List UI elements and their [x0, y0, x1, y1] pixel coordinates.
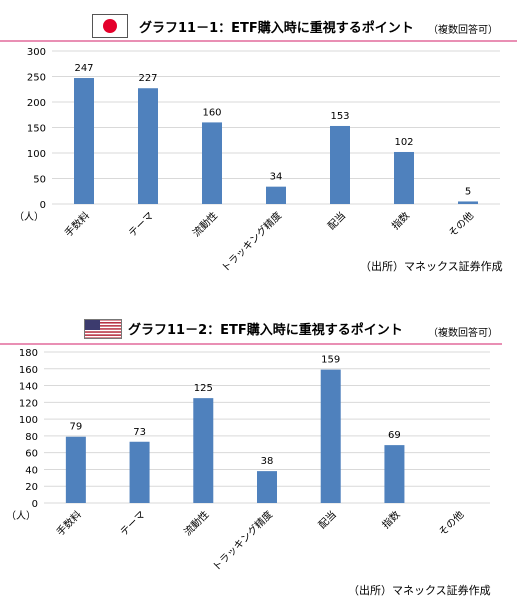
y-tick-label: 180	[19, 348, 38, 359]
source-note: （出所）マネックス証券作成	[360, 260, 503, 273]
y-tick-label: 100	[27, 149, 46, 160]
source-note: （出所）マネックス証券作成	[348, 584, 491, 597]
x-tick-label: その他	[436, 508, 466, 538]
chart-panel-japan: グラフ11－1：ETF購入時に重視するポイント （複数回答可） 0 50 100 15…	[0, 0, 517, 300]
bar	[458, 201, 478, 204]
x-tick-label: 配当	[316, 508, 339, 531]
bar	[193, 398, 214, 503]
y-tick-label: 140	[19, 382, 38, 393]
data-label: 160	[202, 107, 221, 118]
x-tick-label: テーマ	[119, 509, 148, 538]
data-label: 34	[270, 172, 283, 183]
y-tick-label: 300	[27, 47, 46, 58]
chart-title: グラフ11－1：ETF購入時に重視するポイント	[139, 21, 414, 36]
chart-note: （複数回答可）	[428, 25, 498, 36]
y-tick-label: 0	[32, 499, 38, 510]
bar	[202, 122, 222, 204]
bar-chart-japan: 0 50 100 150 200 250 300 （人） 247 手数料 227 テーマ 160 流動性 3…	[14, 47, 500, 275]
x-tick-label: 手数料	[62, 209, 92, 239]
bar	[74, 78, 94, 204]
bar	[394, 151, 414, 204]
x-tick-label: 指数	[379, 508, 402, 531]
bar	[138, 88, 158, 204]
data-label: 227	[138, 73, 157, 84]
chart-note: （複数回答可）	[428, 328, 498, 339]
bar	[129, 441, 150, 503]
data-label: 38	[261, 456, 274, 467]
y-tick-label: 200	[27, 98, 46, 109]
y-tick-label: 40	[25, 465, 38, 476]
data-label: 5	[465, 186, 471, 197]
bar	[320, 369, 341, 503]
title-rule	[0, 343, 502, 345]
data-label: 69	[388, 430, 401, 441]
y-tick-label: 60	[25, 449, 38, 460]
bar	[65, 436, 86, 503]
x-tick-label: 配当	[325, 209, 348, 232]
japan-flag-icon	[92, 14, 128, 38]
bar	[266, 186, 286, 204]
x-tick-label: 指数	[389, 209, 412, 232]
y-tick-label: 120	[19, 398, 38, 409]
y-axis-unit: （人）	[6, 510, 36, 522]
y-axis-unit: （人）	[14, 211, 44, 223]
x-tick-label: トラッキング精度	[210, 508, 276, 574]
y-tick-label: 20	[25, 482, 38, 493]
y-tick-label: 250	[27, 73, 46, 84]
data-label: 159	[321, 355, 340, 366]
usa-flag-icon	[84, 319, 122, 339]
x-tick-label: その他	[446, 209, 476, 239]
bar	[330, 125, 350, 204]
y-tick-label: 160	[19, 365, 38, 376]
data-label: 153	[330, 111, 349, 122]
bar-chart-usa: 0 20 40 60 80 100 120 140 160 180 （人） 79 手数料 73 テーマ 125…	[6, 348, 490, 574]
data-label: 102	[394, 137, 413, 148]
y-tick-label: 80	[25, 432, 38, 443]
x-tick-label: 手数料	[54, 508, 84, 538]
bar	[257, 471, 277, 503]
data-label: 79	[69, 422, 82, 433]
x-tick-label: 流動性	[190, 209, 220, 239]
data-label: 247	[74, 63, 93, 74]
x-tick-label: 流動性	[181, 508, 211, 538]
y-tick-label: 150	[27, 124, 46, 135]
x-tick-label: テーマ	[127, 210, 156, 239]
chart-title: グラフ11－2：ETF購入時に重視するポイント	[128, 323, 403, 338]
data-label: 125	[194, 383, 213, 394]
y-tick-label: 0	[40, 200, 46, 211]
y-tick-label: 100	[19, 415, 38, 426]
x-tick-label: トラッキング精度	[219, 209, 285, 275]
bar	[384, 445, 405, 503]
data-label: 73	[133, 427, 146, 438]
y-tick-label: 50	[33, 175, 46, 186]
chart-panel-usa: グラフ11－2：ETF購入時に重視するポイント （複数回答可） 0 20 40 60 8…	[0, 310, 517, 610]
title-rule	[0, 40, 517, 42]
